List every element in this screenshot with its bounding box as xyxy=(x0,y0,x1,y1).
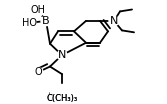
Text: B: B xyxy=(42,16,50,26)
Bar xyxy=(50,84,78,99)
Circle shape xyxy=(32,5,44,16)
Text: O: O xyxy=(34,67,42,77)
Circle shape xyxy=(57,50,67,60)
Circle shape xyxy=(109,16,119,26)
Text: N: N xyxy=(58,50,66,60)
Text: C(CH₃)₃: C(CH₃)₃ xyxy=(46,94,77,103)
Text: N: N xyxy=(110,16,118,26)
Circle shape xyxy=(41,16,51,26)
Circle shape xyxy=(33,67,43,77)
Text: HO: HO xyxy=(23,18,38,28)
Circle shape xyxy=(24,17,36,28)
Text: OH: OH xyxy=(31,5,45,15)
Text: C(CH₃)₃: C(CH₃)₃ xyxy=(46,94,77,103)
